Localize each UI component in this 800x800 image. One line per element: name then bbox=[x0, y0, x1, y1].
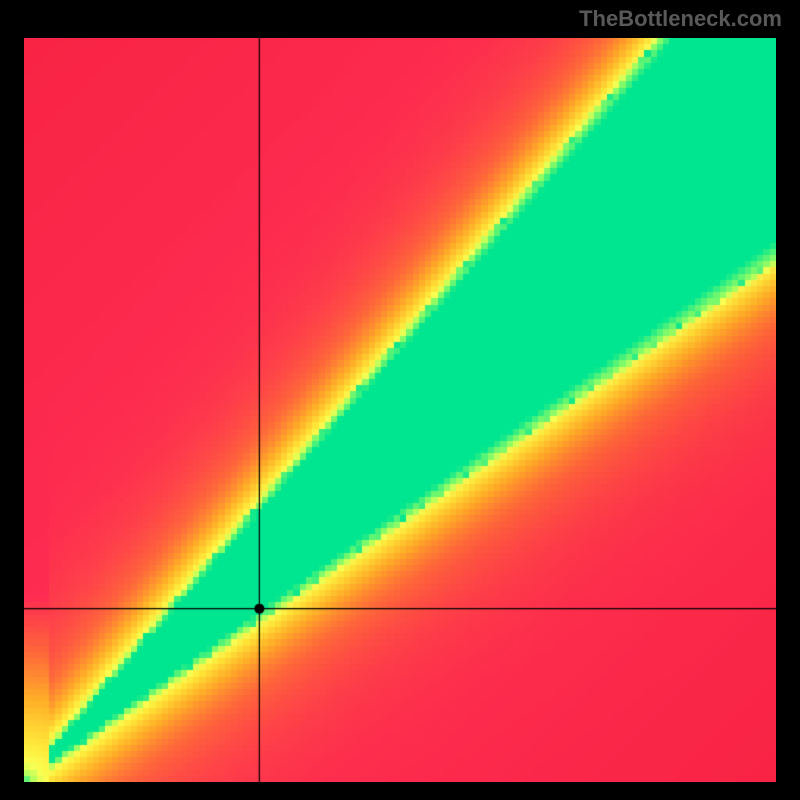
bottleneck-heatmap bbox=[24, 38, 776, 782]
watermark-text: TheBottleneck.com bbox=[579, 6, 782, 32]
